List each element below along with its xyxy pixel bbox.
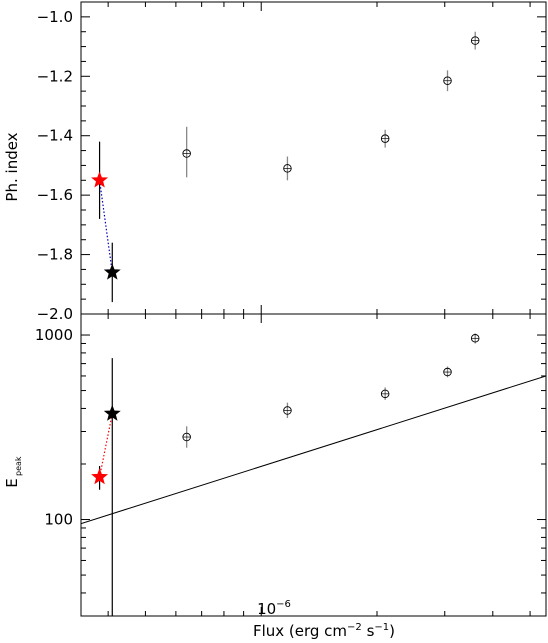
epeak-axis-label-sub: peak <box>14 456 23 476</box>
epeak-y-tick-label: 1000 <box>35 326 73 344</box>
x-axis-label: Flux (erg cm−2 s−1) <box>253 622 395 640</box>
epeak-panel: 100 1000 <box>35 313 547 617</box>
epeak-axis-label-main: E <box>3 478 21 487</box>
epeak-axis-label: E peak <box>3 456 23 488</box>
phindex-data-layer <box>91 31 480 303</box>
svg-text:10−6: 10−6 <box>257 599 291 618</box>
phindex-star-point <box>103 263 121 280</box>
epeak-star-point <box>103 404 121 421</box>
phindex-connector-line <box>98 180 113 273</box>
x-axis-label-part1: Flux (erg cm <box>253 622 347 640</box>
phindex-y-tick-label: −1.6 <box>37 186 73 204</box>
epeak-y-tick-label: 100 <box>44 511 73 529</box>
phindex-y-tick-label: −1.8 <box>37 246 73 264</box>
epeak-data-layer <box>81 333 546 616</box>
x-axis-label-part3: ) <box>389 622 395 640</box>
phindex-y-tick-label: −2.0 <box>37 305 73 323</box>
svg-text:Flux (erg cm−2 s−1): Flux (erg cm−2 s−1) <box>253 622 395 640</box>
epeak-fit-line <box>81 375 546 525</box>
epeak-star-point <box>91 468 109 485</box>
x-tick-label-base: 10 <box>257 600 276 618</box>
phindex-y-tick-label: −1.2 <box>37 67 73 85</box>
x-axis-label-part2: s <box>362 622 375 640</box>
phindex-y-tick-label: −1.4 <box>37 127 73 145</box>
x-tick-label-1e-6: 10−6 <box>257 599 291 618</box>
phindex-panel: −1.0 −1.2 −1.4 −1.6 −1.8 −2.0 <box>37 1 547 323</box>
x-axis-label-exp1: −2 <box>347 622 362 633</box>
phindex-plot-frame <box>80 1 547 315</box>
epeak-plot-frame <box>80 313 547 617</box>
phindex-axis-label: Ph. index <box>3 132 21 201</box>
phindex-star-point <box>91 171 109 188</box>
x-tick-label-exp: −6 <box>276 599 291 610</box>
phindex-y-tick-label: −1.0 <box>37 8 73 26</box>
x-axis-label-exp2: −1 <box>374 622 389 633</box>
epeak-connector-line <box>98 413 113 478</box>
